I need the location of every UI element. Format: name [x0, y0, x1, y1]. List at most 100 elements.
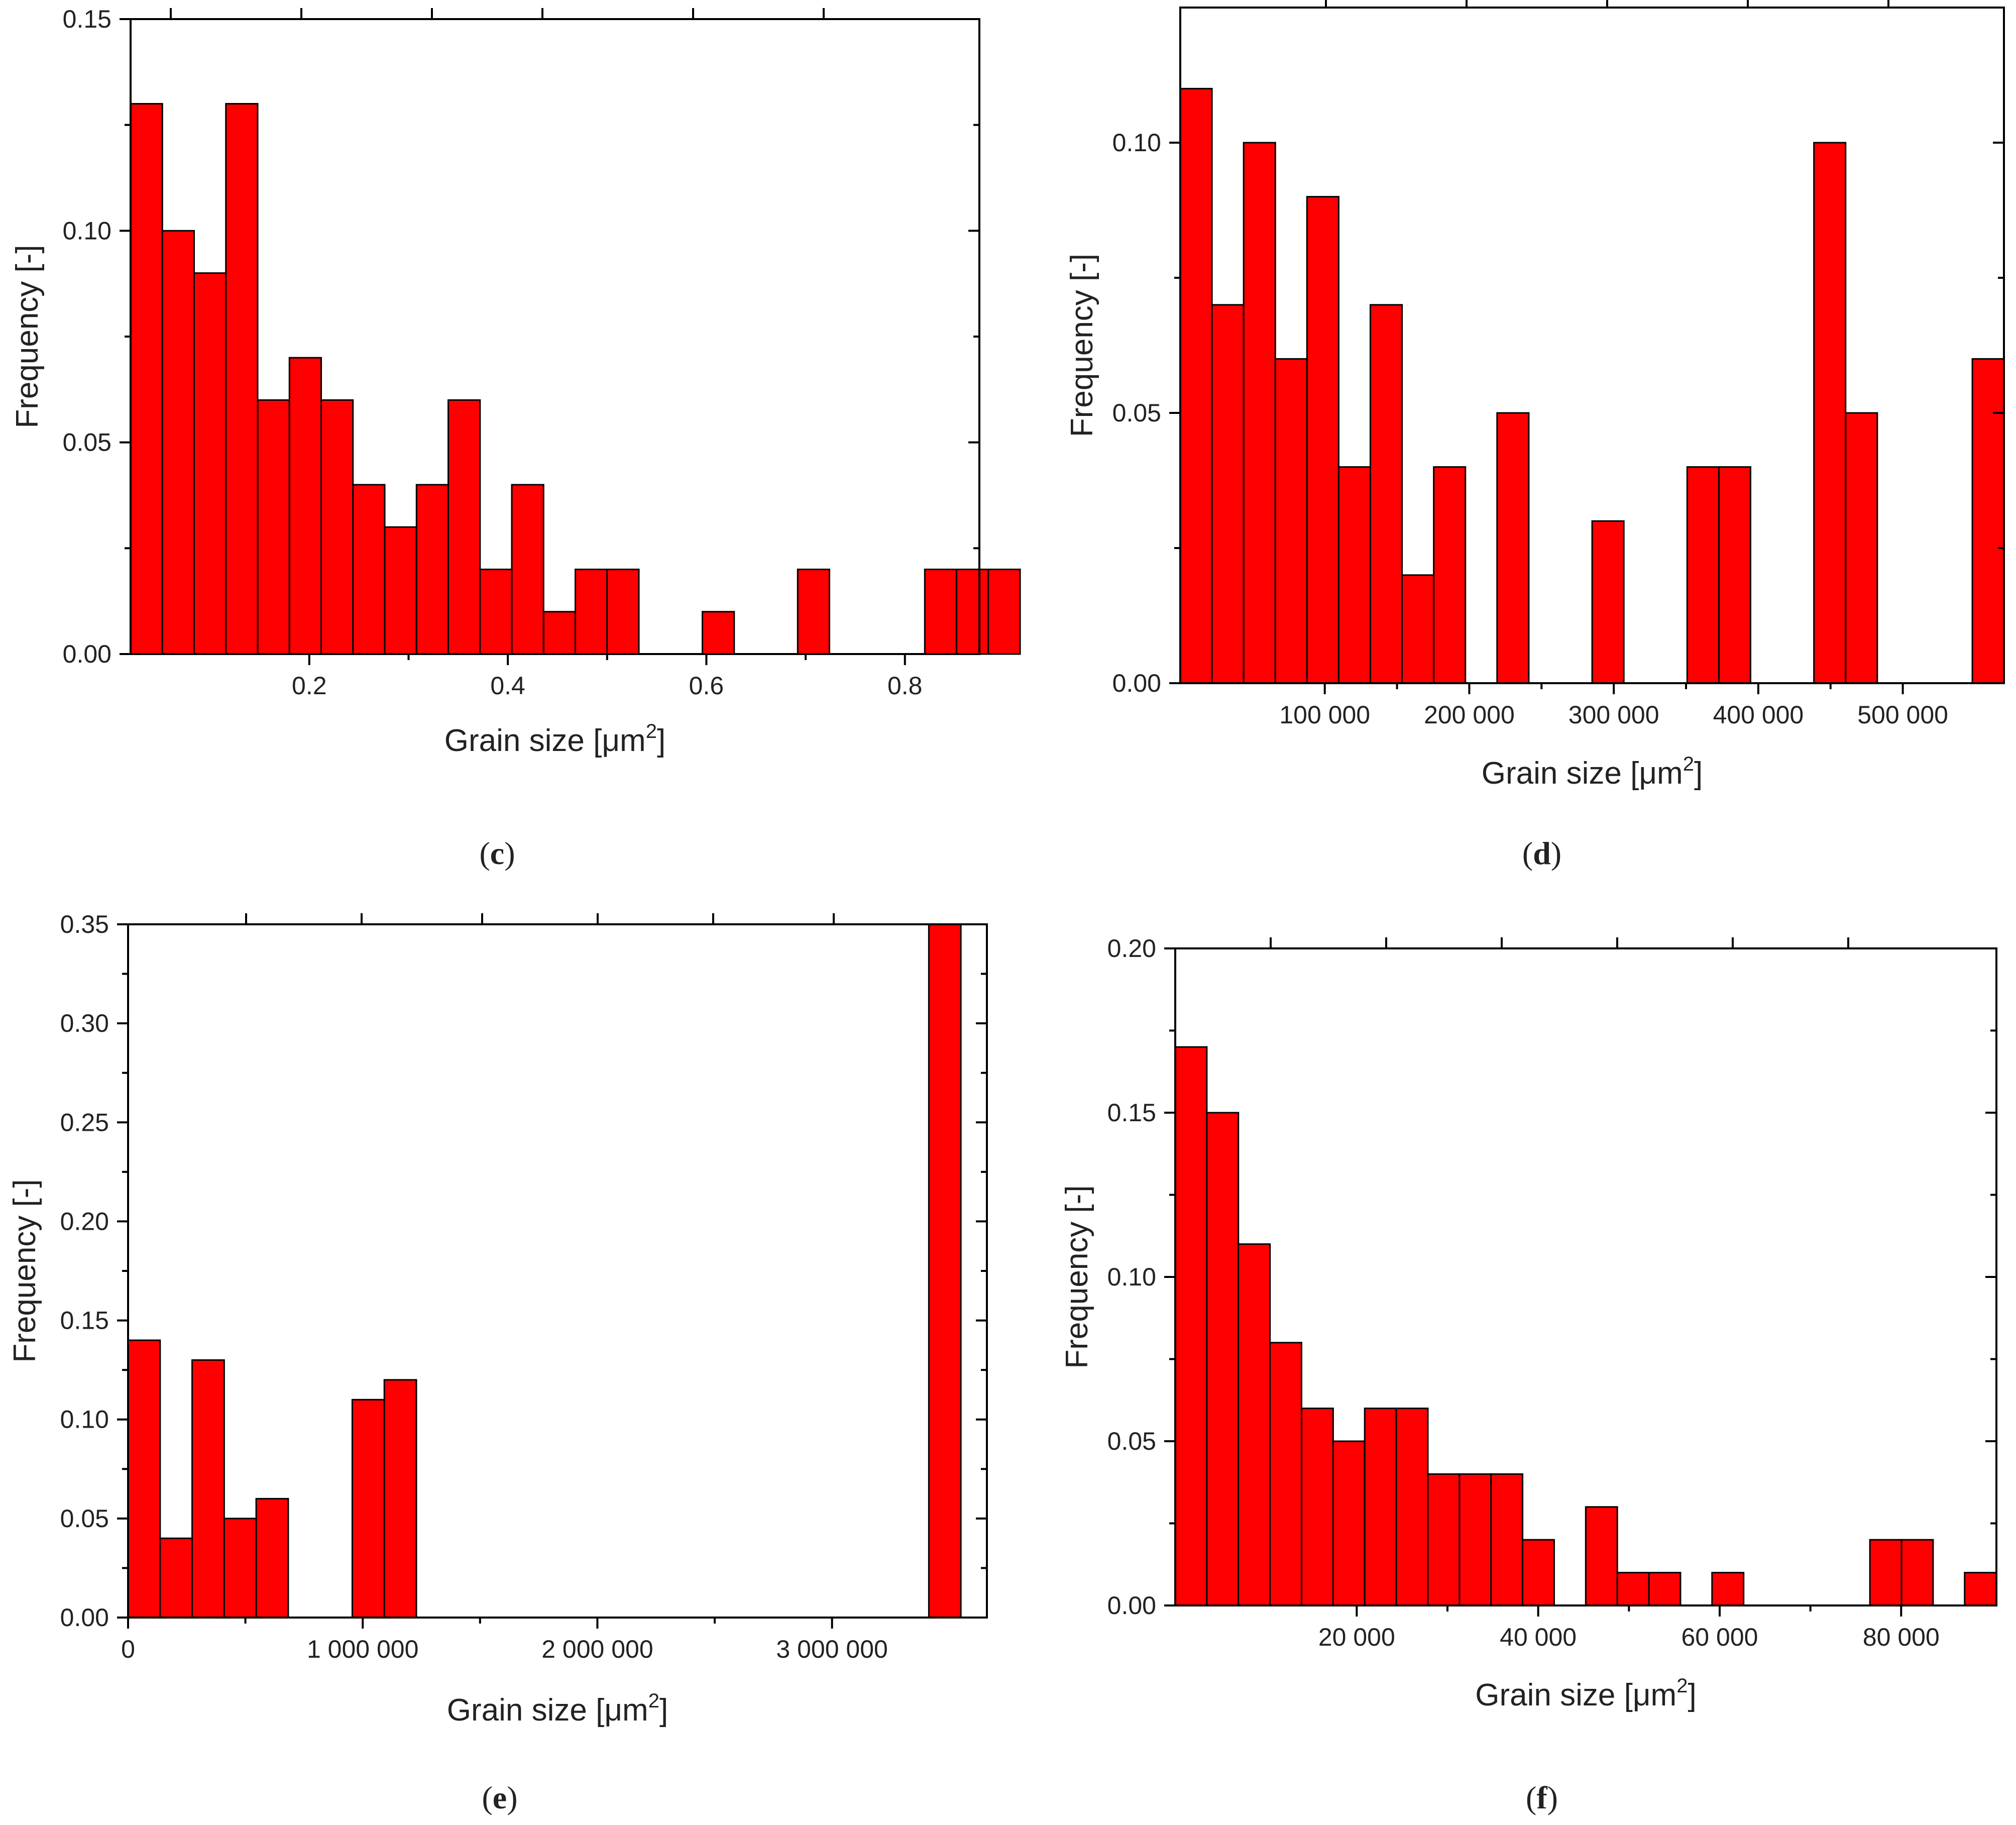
histogram-bar	[223, 1518, 257, 1619]
chart-panel-e: 0.00 0.05 0.10 0.15 0.20 0.25 0.30 0.35 0 1 000 0…	[8, 910, 988, 1815]
histogram-bar	[1900, 1539, 1934, 1606]
histogram-bar	[257, 399, 290, 655]
x-tick-label: 200 000	[1424, 701, 1515, 729]
histogram-bar	[1686, 466, 1720, 684]
y-axis-title: Frequency [-]	[1060, 1185, 1094, 1368]
histogram-bar	[956, 568, 989, 655]
histogram-bar	[1585, 1506, 1618, 1606]
x-tick-label: 0.2	[292, 672, 327, 700]
histogram-bar	[924, 568, 958, 655]
histogram-bar	[1332, 1440, 1366, 1606]
x-tick-label: 300 000	[1569, 701, 1659, 729]
panel-label: (f)	[1526, 1780, 1558, 1815]
histogram-bar	[288, 357, 322, 655]
histogram-bar	[606, 568, 640, 655]
histogram-bar	[1648, 1572, 1682, 1606]
y-tick-label: 0.15	[1107, 1099, 1156, 1127]
histogram-bar	[1395, 1408, 1429, 1606]
histogram-bar	[797, 568, 831, 655]
histogram-bar	[702, 611, 735, 655]
x-tick-label: 40 000	[1500, 1623, 1577, 1651]
x-axis-title: Grain size [μm2]	[447, 1690, 668, 1728]
histogram-bar	[1243, 142, 1276, 684]
x-axis-title-suffix: ]	[657, 723, 665, 758]
x-tick-label: 0.8	[887, 672, 923, 700]
histogram-bar	[1206, 1112, 1240, 1606]
histogram-bar	[225, 103, 259, 655]
chart-panel-d: 0.00 0.05 0.10 100 000 200 000 300 000 400 000…	[1065, 0, 2005, 871]
y-tick-label: 0.15	[60, 1307, 109, 1335]
x-axis-title-main: Grain size [μm	[1482, 756, 1683, 791]
panel-label: (c)	[479, 835, 515, 871]
x-axis-title-suffix: ]	[1688, 1678, 1696, 1712]
histogram-bar	[127, 1339, 161, 1619]
histogram-bar	[191, 1359, 225, 1619]
histogram-bar	[383, 1379, 417, 1619]
x-axis-title: Grain size [μm2]	[444, 720, 665, 758]
x-axis-title-main: Grain size [μm	[447, 1693, 648, 1728]
histogram-bar	[1427, 1473, 1461, 1606]
histogram-bar	[415, 484, 450, 655]
histogram-bar	[1616, 1572, 1650, 1606]
x-axis-title: Grain size [μm2]	[1482, 753, 1703, 791]
histogram-bar	[1401, 574, 1435, 684]
histogram-bar	[1496, 412, 1530, 684]
x-tick-label: 60 000	[1682, 1623, 1758, 1651]
x-tick-label: 0.6	[689, 672, 724, 700]
histogram-bar	[159, 1537, 193, 1619]
y-tick-label: 0.35	[60, 910, 109, 938]
x-axis-title-suffix: ]	[659, 1693, 668, 1728]
histogram-bar	[1238, 1243, 1271, 1606]
histogram-bar	[575, 568, 608, 655]
y-tick-label: 0.00	[1107, 1591, 1156, 1620]
histogram-bar	[255, 1497, 289, 1619]
y-axis-title: Frequency [-]	[8, 1179, 42, 1362]
histogram-bar	[1337, 466, 1371, 684]
x-axis-title-superscript: 2	[648, 1690, 659, 1712]
histogram-bar	[1869, 1539, 1902, 1606]
panel-label: (e)	[482, 1780, 517, 1815]
x-tick-label: 500 000	[1857, 701, 1948, 729]
x-tick-label: 0	[121, 1635, 135, 1663]
x-axis-title-main: Grain size [μm	[1475, 1678, 1676, 1712]
x-tick-label: 100 000	[1279, 701, 1370, 729]
y-tick-label: 0.20	[60, 1207, 109, 1235]
x-tick-label: 20 000	[1318, 1623, 1395, 1651]
histogram-bar	[320, 399, 354, 655]
histogram-bar	[1711, 1572, 1745, 1606]
histogram-bar	[193, 272, 227, 655]
y-tick-label: 0.05	[63, 428, 111, 457]
y-tick-label: 0.05	[60, 1505, 109, 1533]
y-tick-label: 0.10	[1112, 129, 1161, 157]
histogram-bar	[161, 230, 195, 655]
x-tick-label: 2 000 000	[541, 1635, 653, 1663]
y-tick-label: 0.10	[60, 1406, 109, 1434]
x-axis-title-superscript: 2	[1683, 753, 1694, 775]
y-tick-label: 0.00	[1112, 669, 1161, 697]
y-tick-label: 0.05	[1107, 1427, 1156, 1455]
chart-panel-f: 0.00 0.05 0.10 0.15 0.20 20 000 40 000 60 000 80…	[1060, 934, 1997, 1815]
x-axis-title-main: Grain size [μm	[444, 723, 646, 758]
y-axis-title: Frequency [-]	[1065, 254, 1099, 437]
y-tick-label: 0.30	[60, 1009, 109, 1037]
x-axis-title-superscript: 2	[646, 720, 657, 742]
histogram-bar	[1490, 1473, 1524, 1606]
y-tick-label: 0.00	[63, 640, 111, 668]
x-axis-title-superscript: 2	[1676, 1675, 1688, 1697]
histogram-bar	[447, 399, 481, 655]
histogram-bar	[1718, 466, 1751, 684]
y-tick-label: 0.00	[60, 1603, 109, 1632]
y-tick-label: 0.10	[1107, 1263, 1156, 1291]
x-tick-label: 80 000	[1863, 1623, 1940, 1651]
histogram-bar	[1845, 412, 1878, 684]
y-tick-label: 0.05	[1112, 399, 1161, 427]
histogram-bar	[1300, 1408, 1334, 1606]
y-tick-label: 0.20	[1107, 934, 1156, 962]
y-tick-label: 0.10	[63, 217, 111, 245]
x-axis-title-suffix: ]	[1694, 756, 1703, 791]
x-axis-title: Grain size [μm2]	[1475, 1675, 1696, 1712]
histogram-bar	[1522, 1539, 1555, 1606]
histogram-bar	[1274, 358, 1308, 684]
plot-frame	[1179, 7, 2005, 684]
